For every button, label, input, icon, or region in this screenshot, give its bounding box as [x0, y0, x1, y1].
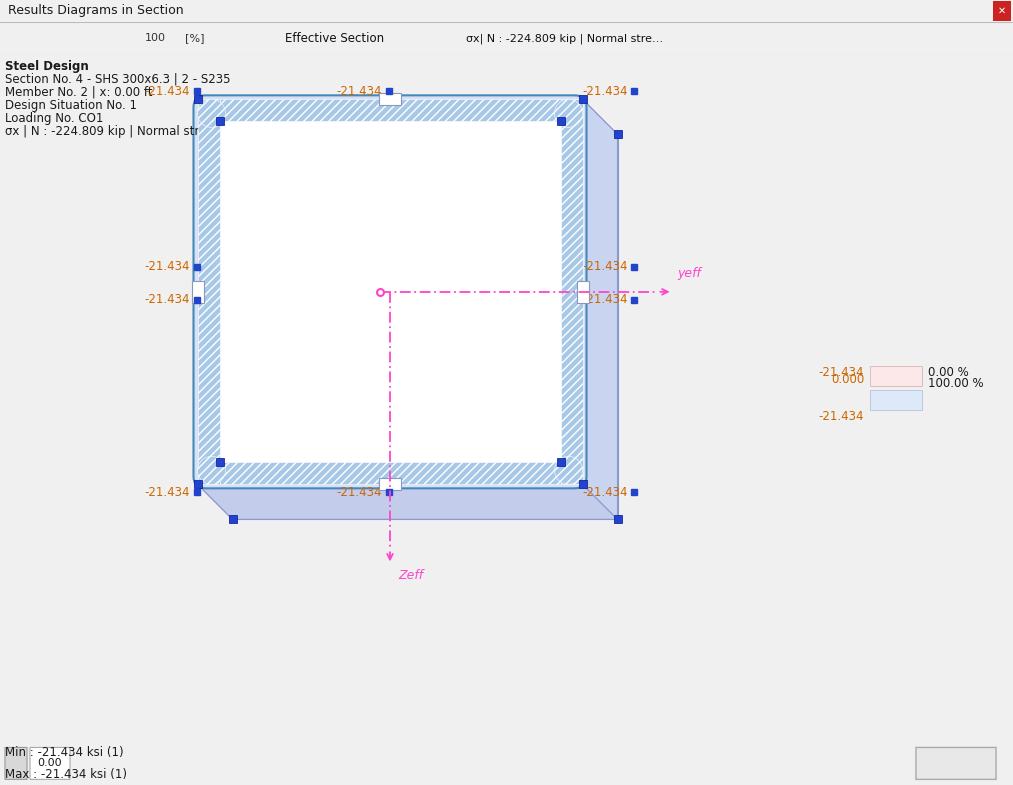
Text: -21.434: -21.434	[582, 261, 627, 273]
Bar	[193, 480, 202, 488]
Text: 0.00: 0.00	[37, 758, 63, 769]
Polygon shape	[233, 134, 618, 520]
Bar	[193, 95, 202, 104]
Bar	[191, 281, 204, 303]
Bar	[220, 462, 560, 484]
Text: -21.434: -21.434	[336, 486, 382, 498]
Bar	[216, 117, 224, 126]
Circle shape	[198, 456, 226, 484]
Text: ✕: ✕	[998, 6, 1006, 16]
Text: -21.434: -21.434	[336, 85, 382, 98]
Bar	[870, 367, 922, 386]
Text: 0.000: 0.000	[831, 374, 864, 386]
Bar	[220, 100, 560, 122]
Bar	[229, 515, 236, 524]
Text: yeff: yeff	[678, 267, 701, 279]
Polygon shape	[254, 156, 596, 498]
Text: Max : -21.434 ksi (1): Max : -21.434 ksi (1)	[5, 768, 127, 781]
Text: -21.434: -21.434	[582, 294, 627, 306]
Circle shape	[554, 100, 582, 127]
Bar	[576, 281, 589, 303]
Text: -21.434: -21.434	[144, 294, 189, 306]
Text: [%]: [%]	[185, 34, 205, 43]
Text: Effective Section: Effective Section	[286, 32, 385, 45]
Bar	[229, 130, 236, 138]
Circle shape	[198, 100, 226, 127]
Text: σx| N : -224.809 kip | Normal stre…: σx| N : -224.809 kip | Normal stre…	[466, 33, 664, 44]
Text: 0.00 %: 0.00 %	[928, 367, 968, 379]
Text: 100.00 %: 100.00 %	[928, 378, 984, 390]
Bar	[379, 93, 401, 105]
Bar	[379, 478, 401, 491]
Text: -21.434: -21.434	[582, 85, 627, 98]
FancyBboxPatch shape	[30, 747, 70, 780]
Text: σx | N : -224.809 kip | Normal stress due to axial force: σx | N : -224.809 kip | Normal stress du…	[5, 125, 325, 138]
Text: -21.434: -21.434	[819, 411, 864, 423]
Bar	[993, 1, 1011, 21]
FancyBboxPatch shape	[5, 747, 27, 780]
FancyBboxPatch shape	[916, 747, 996, 780]
Text: Loading No. CO1: Loading No. CO1	[5, 112, 103, 125]
Text: Zeff: Zeff	[398, 569, 423, 582]
Text: Section No. 4 - SHS 300x6.3 | 2 - S235: Section No. 4 - SHS 300x6.3 | 2 - S235	[5, 73, 231, 86]
Bar	[614, 130, 622, 138]
Text: Design Situation No. 1: Design Situation No. 1	[5, 99, 137, 112]
Text: -21.434: -21.434	[144, 486, 189, 498]
Bar	[556, 458, 564, 466]
FancyBboxPatch shape	[216, 117, 564, 466]
Bar	[556, 117, 564, 126]
Polygon shape	[198, 100, 233, 520]
Polygon shape	[198, 100, 618, 134]
Text: Steel Design: Steel Design	[5, 60, 89, 73]
Text: Close: Close	[939, 757, 973, 770]
Text: Min : -21.434 ksi (1): Min : -21.434 ksi (1)	[5, 746, 124, 759]
Bar	[578, 95, 587, 104]
Text: -21.434: -21.434	[144, 85, 189, 98]
Text: 100: 100	[145, 34, 165, 43]
Bar	[614, 515, 622, 524]
Bar	[578, 480, 587, 488]
Polygon shape	[198, 484, 618, 520]
Bar	[870, 390, 922, 411]
Bar	[198, 100, 220, 484]
Text: Results Diagrams in Section: Results Diagrams in Section	[8, 5, 183, 17]
Bar	[560, 100, 582, 484]
Text: Member No. 2 | x: 0.00 ft: Member No. 2 | x: 0.00 ft	[5, 86, 153, 99]
Bar	[216, 458, 224, 466]
Text: -21.434: -21.434	[582, 486, 627, 498]
FancyBboxPatch shape	[193, 95, 587, 488]
Text: -21.434: -21.434	[144, 261, 189, 273]
Polygon shape	[582, 100, 618, 520]
Circle shape	[554, 456, 582, 484]
Text: -21.434: -21.434	[819, 367, 864, 379]
